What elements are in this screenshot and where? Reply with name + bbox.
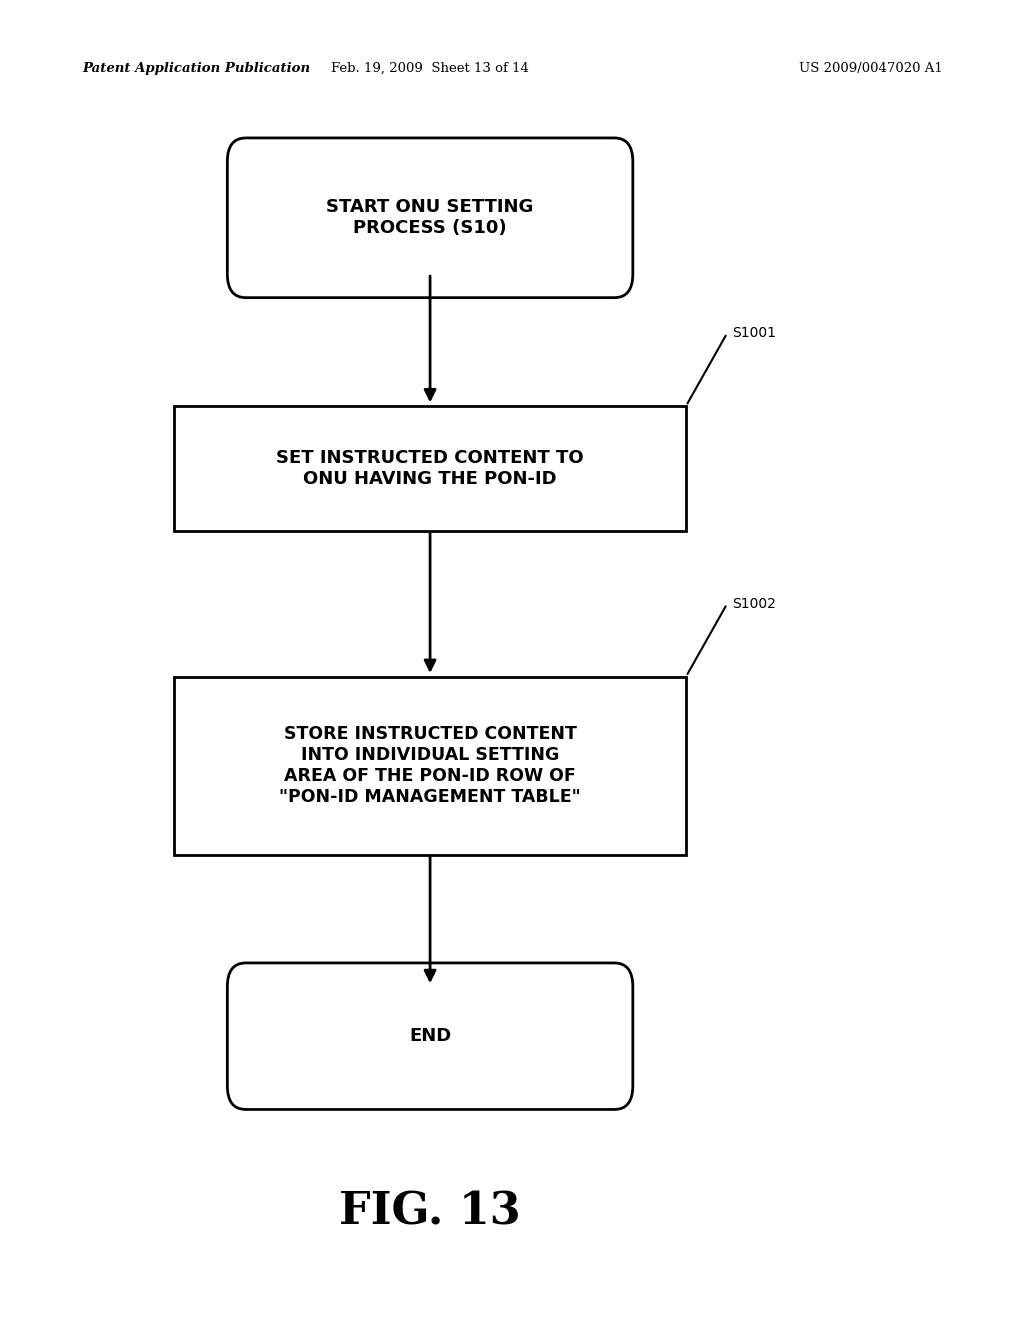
- Text: SET INSTRUCTED CONTENT TO
ONU HAVING THE PON-ID: SET INSTRUCTED CONTENT TO ONU HAVING THE…: [276, 449, 584, 488]
- Text: S1002: S1002: [732, 597, 776, 611]
- Text: US 2009/0047020 A1: US 2009/0047020 A1: [799, 62, 942, 75]
- Text: END: END: [409, 1027, 452, 1045]
- FancyBboxPatch shape: [174, 407, 686, 531]
- FancyBboxPatch shape: [227, 964, 633, 1109]
- Text: Patent Application Publication: Patent Application Publication: [82, 62, 310, 75]
- FancyBboxPatch shape: [227, 139, 633, 298]
- Text: FIG. 13: FIG. 13: [339, 1191, 521, 1233]
- Text: Feb. 19, 2009  Sheet 13 of 14: Feb. 19, 2009 Sheet 13 of 14: [331, 62, 529, 75]
- Text: STORE INSTRUCTED CONTENT
INTO INDIVIDUAL SETTING
AREA OF THE PON-ID ROW OF
"PON-: STORE INSTRUCTED CONTENT INTO INDIVIDUAL…: [280, 726, 581, 805]
- FancyBboxPatch shape: [174, 676, 686, 855]
- Text: S1001: S1001: [732, 326, 776, 341]
- Text: START ONU SETTING
PROCESS (S10): START ONU SETTING PROCESS (S10): [327, 198, 534, 238]
